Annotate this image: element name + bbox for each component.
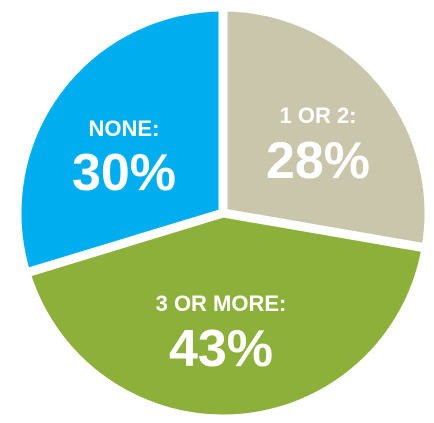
slice-category-1-or-2: 1 OR 2: (279, 103, 356, 128)
pie-slice-1-or-2 (218, 2, 434, 254)
slice-category-3-or-more: 3 OR MORE: (156, 291, 287, 316)
slice-value-1-or-2: 28% (266, 132, 370, 190)
slice-value-3-or-more: 43% (169, 320, 273, 378)
slice-value-none: 30% (72, 144, 176, 202)
pie-slice-3-or-more (20, 208, 432, 423)
slice-category-none: NONE: (89, 116, 160, 141)
pie-slice-none (12, 2, 228, 279)
